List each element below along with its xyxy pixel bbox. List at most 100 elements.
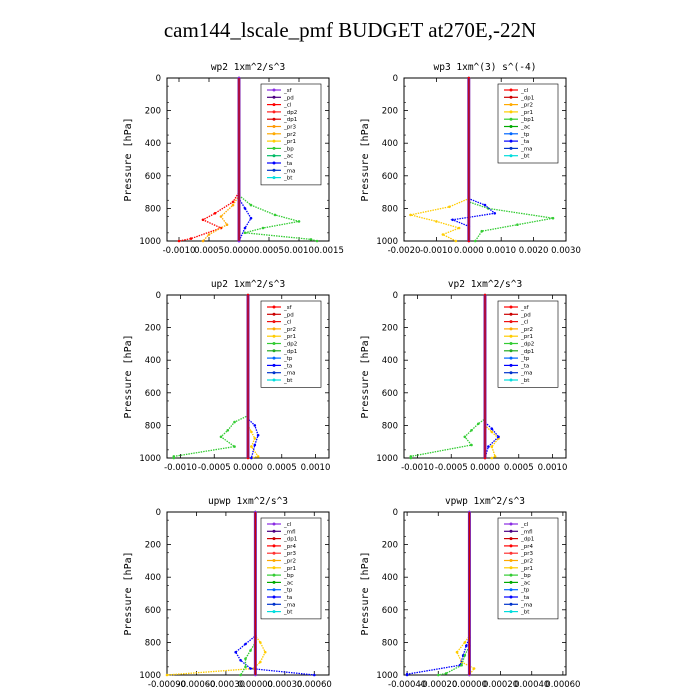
legend-entry: _pd [283,95,294,101]
y-tick-label: 200 [145,541,161,551]
panel-6: vpwp 1xm^2/s^3 Pressure [hPa] 0 200 400 600 80… [360,496,580,690]
legend-marker [509,371,513,375]
x-tick-label: 0.0000 [224,246,254,256]
series-point [409,213,412,217]
legend-marker [272,139,276,143]
legend-entry: _pr1 [520,110,533,116]
series-point [253,443,257,447]
legend-marker [509,610,513,614]
legend-entry: _ta [283,161,292,167]
series-point [249,216,253,220]
legend-entry: _mfl [283,529,296,535]
legend-marker [272,132,276,136]
series-line [238,78,252,242]
y-tick-label: 800 [145,421,161,431]
legend-entry: _ma [520,146,532,152]
series-point [444,672,448,675]
legend-marker [509,551,513,555]
series-point [256,455,260,458]
legend-entry: _ta [520,595,529,601]
x-tick-label: 0.0000 [233,463,263,473]
legend-entry: _cl [520,320,529,326]
legend-marker [509,580,513,584]
legend-marker [509,363,513,367]
x-tick-label: 0.0000 [470,463,500,473]
legend-marker [272,176,276,180]
y-tick-label: 0 [393,74,398,84]
y-tick-label: 600 [145,606,161,616]
series-point [297,220,301,223]
x-tick-label: 0.0020 [519,246,549,256]
y-tick-label: 200 [145,324,161,334]
legend-marker [509,334,513,338]
y-tick-label: 1000 [139,671,161,681]
series-point [243,231,247,235]
series-line [450,78,497,241]
series-point [460,663,463,667]
legend-marker [509,154,513,158]
legend-box [497,517,559,620]
series-point [233,420,236,424]
series-point [405,673,409,677]
plot-frame [166,77,330,242]
x-tick-label: -0.0010 [164,463,197,473]
legend-entry: _ma [283,602,295,608]
series-point [493,212,497,215]
y-axis-label: Pressure [hPa] [360,551,371,635]
series-point [172,456,176,460]
series-point [201,218,205,222]
series-point [483,203,487,207]
y-axis-label: Pressure [hPa] [360,334,371,418]
legend-marker [509,117,513,121]
series-point [244,657,247,660]
legend-entry: _bt [283,176,293,182]
series-point [244,665,247,669]
legend-entry: _ta [520,139,529,145]
series-point [490,430,494,434]
y-tick-label: 0 [156,74,161,84]
y-axis-label: Pressure [hPa] [360,117,371,201]
plot-frame [166,511,330,676]
series-point [309,238,313,241]
plot-frame [403,511,567,676]
y-tick-label: 400 [145,139,161,149]
legend-entry: _pr2 [520,103,533,109]
series-point [457,226,461,230]
series-point [234,650,237,654]
x-tick-label: -0.0005 [198,463,231,473]
panel-title: vp2 1xm^2/s^3 [448,279,522,290]
series-point [490,445,494,448]
legend-entry: _pr1 [283,139,296,145]
legend-entry: _ac [520,580,530,586]
legend-marker [272,334,276,338]
x-tick-label: -0.0020 [388,246,421,256]
panel-1: wp2 1xm^2/s^3 Pressure [hPa] 0 200 400 600 800… [123,62,344,256]
y-tick-label: 200 [382,541,398,551]
series-point [454,239,458,243]
legend-marker [509,537,513,541]
legend-entry: _dp2 [283,110,297,116]
y-tick-label: 1000 [376,671,398,681]
legend-entry: _pd [283,312,294,318]
legend-marker [509,305,513,309]
series-line [247,295,259,459]
series-point [273,213,277,217]
panel-title: upwp 1xm^2/s^3 [208,496,288,507]
panel-title: vpwp 1xm^2/s^3 [445,496,525,507]
y-tick-label: 200 [145,107,161,117]
legend-entry: _dp1 [520,95,534,101]
y-tick-label: 1000 [376,237,398,247]
x-tick-label: 0.0010 [538,463,568,473]
series-point [219,215,223,218]
series-point [250,456,253,460]
panel-title: wp3 1xm^(3) s^(-4) [434,62,537,73]
legend-marker [509,125,513,128]
legend-entry: _ac [283,580,293,586]
series-point [315,239,319,243]
legend-entry: _cl [520,522,529,528]
legend-entry: _tp [520,356,530,362]
legend-entry: _sf [520,305,530,311]
y-axis-label: Pressure [hPa] [123,334,134,418]
series-point [497,435,500,439]
